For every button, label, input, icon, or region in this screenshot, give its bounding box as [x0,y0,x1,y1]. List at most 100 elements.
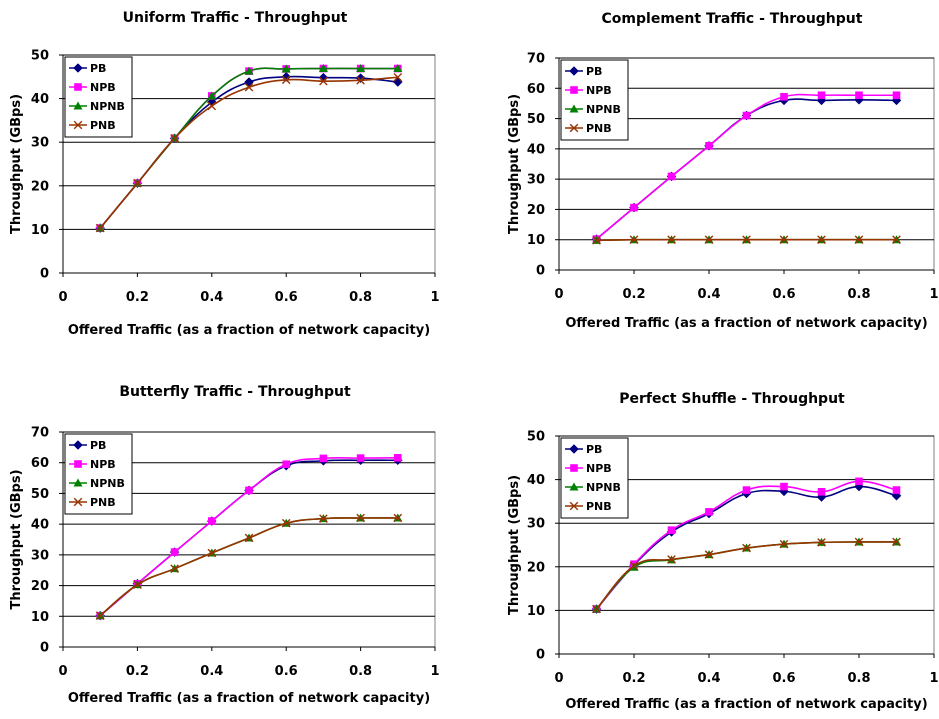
data-point-pnb [667,235,676,245]
y-tick-label: 60 [527,82,545,97]
legend-marker-npb [74,460,82,468]
data-point-npb [855,91,863,100]
legend: PB NPB NPNB PNB [64,56,133,138]
x-tick-label: 0.8 [847,287,870,302]
data-point-pnb [629,235,639,245]
x-tick-label: 0.2 [126,290,149,305]
series-pnb [592,537,901,614]
series-pnb [592,235,901,245]
x-tick-label: 0 [58,290,67,305]
data-point-pnb [892,537,901,547]
legend-marker-pb [569,444,579,454]
legend: PB NPB NPNB PNB [64,433,133,515]
data-point-pnb [854,235,864,245]
chart-panel-uniform: 0 10 20 30 40 50 0 0.2 0.4 0.6 0.8 1 Uniform Traffic… [0,0,470,360]
series-pnb [95,72,403,233]
y-tick-label: 50 [31,49,49,64]
x-axis-title: Offered Traffic (as a fraction of networ… [68,323,430,338]
y-tick-label: 0 [40,641,49,656]
data-point-pnb [319,514,328,523]
data-point-pnb [281,518,291,528]
legend-label-npb: NPB [90,458,116,471]
data-point-pnb [592,604,601,614]
y-tick-label: 50 [31,487,49,502]
x-tick-label: 0.4 [200,290,223,305]
legend-marker-npnb [73,101,83,110]
x-tick-label: 0.4 [200,664,223,679]
data-point-npb [705,508,713,516]
y-axis-title: Throughput (GBps) [507,94,522,234]
x-tick-label: 1 [430,664,439,679]
chart-title: Complement Traffic - Throughput [602,11,863,27]
data-point-pnb [592,236,601,245]
data-point-npb [892,91,901,100]
data-point-npb [780,482,788,491]
data-point-npnb [207,91,217,100]
x-tick-label: 0.2 [622,287,645,302]
y-tick-label: 0 [536,648,545,663]
y-tick-label: 20 [31,579,49,594]
legend-marker-pnb [73,497,83,507]
data-point-npb [208,517,216,525]
y-tick-label: 50 [527,430,545,445]
y-axis-title: Throughput (GBps) [9,94,24,234]
x-tick-label: 0 [58,664,67,679]
legend-label-npnb: NPNB [90,100,125,113]
data-point-pb [318,72,329,83]
legend-marker-npb [74,83,82,91]
legend-marker-npb [570,86,578,94]
legend: PB NPB NPNB PNB [560,437,629,519]
data-point-pnb [170,133,179,143]
y-tick-label: 20 [527,203,545,218]
y-tick-label: 40 [527,473,545,488]
chart-panel-complement: 0 10 20 30 40 50 60 70 0 0.2 0.4 0.6 0.8 1 Complement … [470,0,939,360]
legend-label-pnb: PNB [90,496,116,509]
legend-label-pnb: PNB [90,119,116,132]
legend-marker-pb [73,63,83,73]
y-tick-label: 60 [31,456,49,471]
data-point-npb [319,454,328,463]
y-tick-label: 50 [527,112,545,127]
y-tick-label: 40 [31,518,49,533]
legend-label-npnb: NPNB [90,477,125,490]
data-point-pnb [854,537,864,547]
data-point-pnb [244,82,254,92]
chart-title: Uniform Traffic - Throughput [123,10,348,26]
data-point-npnb [281,64,291,73]
y-tick-label: 10 [31,610,49,625]
legend-marker-pb [73,440,83,450]
y-tick-label: 30 [527,517,545,532]
y-tick-label: 70 [31,426,49,441]
data-point-pnb [779,235,789,245]
y-tick-label: 40 [527,142,545,157]
x-tick-label: 0.6 [772,671,795,686]
data-point-pnb [356,75,365,85]
x-tick-label: 0.6 [772,287,795,302]
y-tick-label: 0 [40,267,49,282]
chart-butterfly-traffic: 0 10 20 30 40 50 60 70 0 0.2 0.4 0.6 0.8 1 Butterfly T… [9,384,440,706]
data-point-npb [855,477,863,486]
data-point-pnb [779,539,789,549]
data-point-pnb [629,561,639,571]
x-axis-title: Offered Traffic (as a fraction of networ… [68,691,430,706]
x-tick-label: 0.4 [697,671,720,686]
legend-marker-npnb [73,478,83,487]
data-point-pnb [667,555,676,564]
y-tick-label: 30 [31,136,49,151]
data-point-pnb [95,223,105,233]
legend-label-npnb: NPNB [586,481,621,494]
series-pnb [95,513,403,620]
legend-label-pb: PB [90,62,106,75]
data-point-npb [780,92,788,101]
y-tick-label: 30 [527,173,545,188]
data-point-pnb [742,543,751,553]
legend-marker-pnb [73,120,83,130]
legend-marker-pb [569,66,579,76]
legend-label-pb: PB [90,439,106,452]
data-point-npb [892,486,901,494]
data-point-pnb [170,564,179,573]
chart-panel-butterfly: 0 10 20 30 40 50 60 70 0 0.2 0.4 0.6 0.8 1 Butterfly T… [0,360,470,719]
data-point-npb [742,486,751,494]
data-point-npb [742,111,751,120]
